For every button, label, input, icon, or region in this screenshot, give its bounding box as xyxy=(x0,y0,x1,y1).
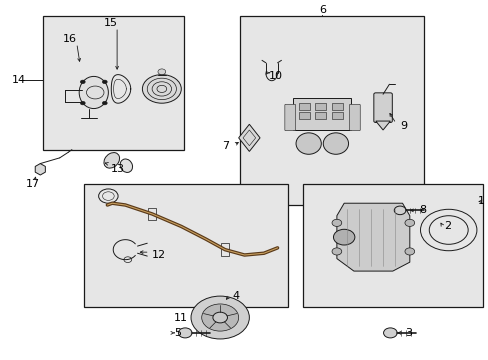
Circle shape xyxy=(212,312,227,323)
Circle shape xyxy=(404,219,414,226)
Circle shape xyxy=(191,296,249,339)
Text: 7: 7 xyxy=(222,141,228,151)
Bar xyxy=(148,207,156,220)
Bar xyxy=(221,243,228,256)
Circle shape xyxy=(178,328,192,338)
Circle shape xyxy=(201,304,238,331)
Text: 4: 4 xyxy=(232,291,239,301)
Circle shape xyxy=(80,80,85,84)
Text: 13: 13 xyxy=(111,164,124,174)
Text: 9: 9 xyxy=(399,121,407,131)
Circle shape xyxy=(383,328,396,338)
Bar xyxy=(298,112,309,119)
FancyBboxPatch shape xyxy=(349,104,360,131)
Text: 2: 2 xyxy=(443,221,450,231)
Bar xyxy=(292,98,351,130)
Text: 10: 10 xyxy=(268,71,282,81)
Bar xyxy=(315,103,325,110)
Circle shape xyxy=(331,219,341,226)
Text: 17: 17 xyxy=(26,179,40,189)
Ellipse shape xyxy=(79,76,108,109)
Polygon shape xyxy=(375,121,389,130)
Bar xyxy=(42,16,183,150)
Text: 14: 14 xyxy=(12,75,26,85)
Circle shape xyxy=(404,248,414,255)
Text: 12: 12 xyxy=(152,250,166,260)
Text: 11: 11 xyxy=(174,312,188,323)
Bar xyxy=(315,112,325,119)
Text: 6: 6 xyxy=(318,5,325,15)
Bar xyxy=(302,184,482,307)
Bar xyxy=(239,16,424,205)
Text: 5: 5 xyxy=(174,328,181,338)
Polygon shape xyxy=(35,163,45,175)
Ellipse shape xyxy=(120,159,132,172)
Circle shape xyxy=(393,206,405,215)
Text: 15: 15 xyxy=(103,18,118,28)
Polygon shape xyxy=(336,203,409,271)
Circle shape xyxy=(331,248,341,255)
Text: 16: 16 xyxy=(62,34,76,44)
Circle shape xyxy=(333,229,354,245)
Ellipse shape xyxy=(295,133,321,154)
Ellipse shape xyxy=(323,133,348,154)
Text: 3: 3 xyxy=(404,328,411,338)
Text: 8: 8 xyxy=(419,205,426,215)
Ellipse shape xyxy=(104,153,120,168)
Circle shape xyxy=(158,69,165,75)
FancyBboxPatch shape xyxy=(285,104,295,131)
Bar xyxy=(84,184,287,307)
Circle shape xyxy=(102,101,107,105)
Bar xyxy=(298,103,309,110)
Text: 1: 1 xyxy=(477,197,484,206)
Circle shape xyxy=(142,75,181,103)
Bar xyxy=(331,103,342,110)
Bar xyxy=(331,112,342,119)
Circle shape xyxy=(102,80,107,84)
Polygon shape xyxy=(238,124,260,152)
FancyBboxPatch shape xyxy=(373,93,391,122)
Circle shape xyxy=(80,101,85,105)
